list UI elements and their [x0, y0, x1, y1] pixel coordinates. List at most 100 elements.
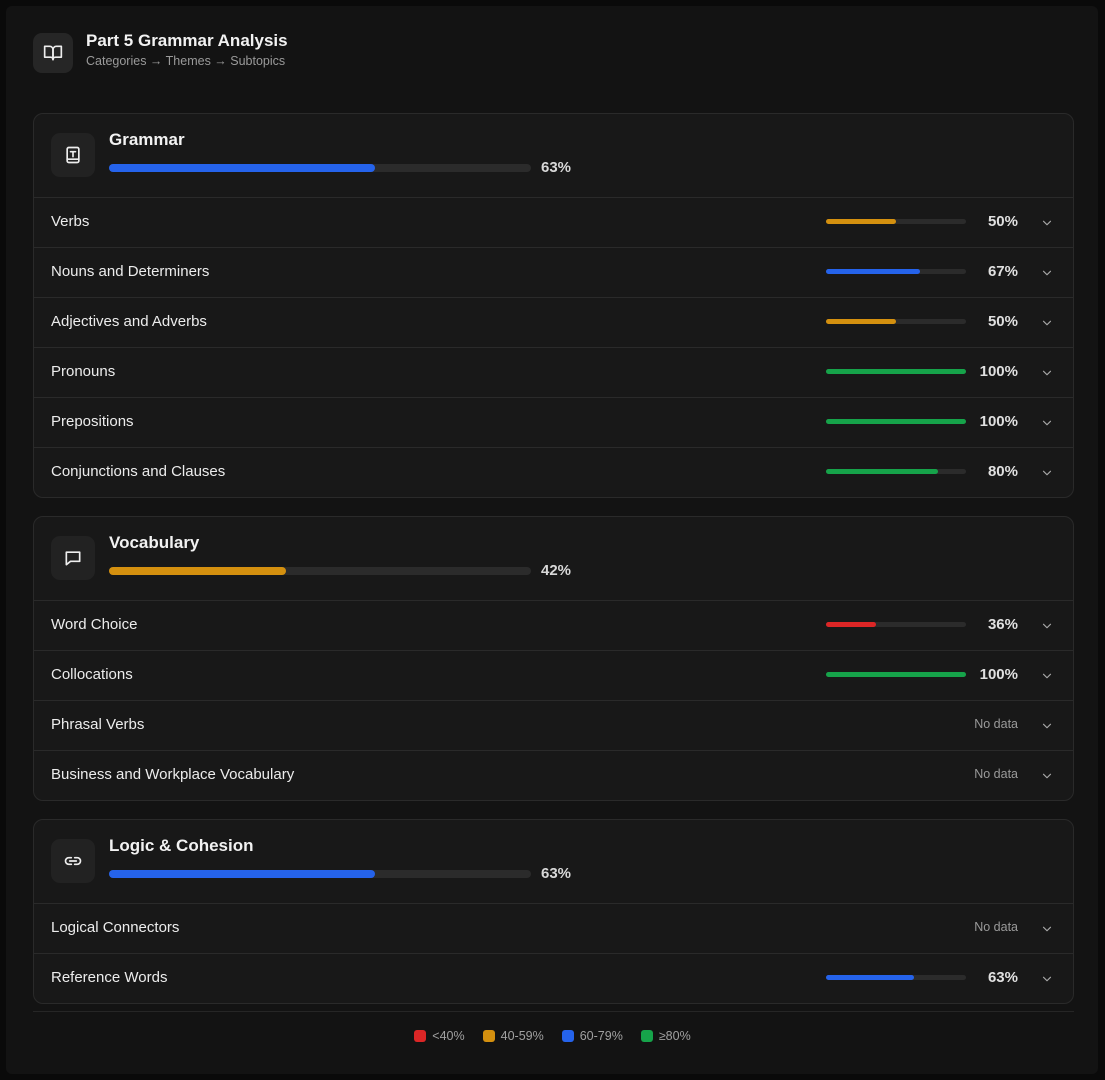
- expand-chevron[interactable]: [1040, 216, 1054, 235]
- expand-chevron[interactable]: [1040, 266, 1054, 285]
- legend-label: ≥80%: [658, 1029, 691, 1043]
- topic-name: Word Choice: [51, 616, 138, 633]
- legend: <40% 40-59% 60-79% ≥80%: [0, 1029, 1105, 1043]
- topic-row[interactable]: Phrasal Verbs No data: [34, 700, 1073, 750]
- topic-row[interactable]: Verbs 50%: [34, 197, 1073, 247]
- progress-track: [826, 269, 966, 274]
- page-subtitle: Categories → Themes → Subtopics: [86, 54, 286, 68]
- expand-chevron[interactable]: [1040, 719, 1054, 738]
- progress-track: [109, 164, 531, 172]
- progress-track: [109, 567, 531, 575]
- legend-label: 60-79%: [579, 1029, 623, 1043]
- progress-track: [826, 219, 966, 224]
- progress-bar: [826, 975, 915, 980]
- expand-chevron[interactable]: [1040, 972, 1054, 991]
- topic-score: 50%: [987, 213, 1018, 230]
- expand-chevron[interactable]: [1040, 619, 1054, 638]
- category-icon: [51, 133, 95, 177]
- legend-label: 40-59%: [500, 1029, 544, 1043]
- category-score: 42%: [541, 562, 572, 579]
- topic-row[interactable]: Nouns and Determiners 67%: [34, 247, 1073, 297]
- topic-row[interactable]: Pronouns 100%: [34, 347, 1073, 397]
- expand-chevron[interactable]: [1040, 669, 1054, 688]
- topic-score: 80%: [987, 463, 1018, 480]
- legend-item: 60-79%: [561, 1029, 623, 1043]
- progress-bar: [826, 319, 896, 324]
- topic-name: Verbs: [51, 213, 90, 230]
- progress-bar: [109, 164, 375, 172]
- progress-bar: [826, 369, 966, 374]
- expand-chevron[interactable]: [1040, 922, 1054, 941]
- topic-score: 100%: [979, 666, 1018, 683]
- expand-chevron[interactable]: [1040, 416, 1054, 435]
- topic-name: Collocations: [51, 666, 133, 683]
- topic-name: Business and Workplace Vocabulary: [51, 766, 295, 783]
- legend-swatch: [482, 1030, 495, 1042]
- legend-item: 40-59%: [482, 1029, 544, 1043]
- expand-chevron[interactable]: [1040, 316, 1054, 335]
- progress-track: [826, 622, 966, 627]
- topic-name: Adjectives and Adverbs: [51, 313, 207, 330]
- category-name: Vocabulary: [109, 533, 200, 552]
- topic-row[interactable]: Logical Connectors No data: [34, 903, 1073, 953]
- progress-track: [826, 975, 966, 980]
- progress-bar: [826, 419, 966, 424]
- expand-chevron[interactable]: [1040, 769, 1054, 788]
- expand-chevron[interactable]: [1040, 366, 1054, 385]
- legend-swatch: [414, 1030, 427, 1042]
- topic-score: 100%: [979, 363, 1018, 380]
- legend-item: ≥80%: [640, 1029, 691, 1043]
- topic-score: 100%: [979, 413, 1018, 430]
- progress-bar: [826, 269, 920, 274]
- progress-bar: [826, 672, 966, 677]
- no-data-label: No data: [974, 920, 1018, 934]
- header-icon: [33, 33, 73, 73]
- topic-name: Conjunctions and Clauses: [51, 463, 226, 480]
- progress-bar: [826, 219, 896, 224]
- legend-item: <40%: [414, 1029, 465, 1043]
- no-data-label: No data: [974, 717, 1018, 731]
- legend-label: <40%: [432, 1029, 465, 1043]
- progress-track: [826, 469, 966, 474]
- topic-row[interactable]: Conjunctions and Clauses 80%: [34, 447, 1073, 497]
- category-card: Logic & Cohesion 63% Logical Connectors No …: [33, 819, 1074, 1004]
- category-card: Grammar 63% Verbs 50% Nouns and Determiners 6…: [33, 113, 1074, 498]
- topic-name: Phrasal Verbs: [51, 716, 145, 733]
- progress-bar: [109, 567, 287, 575]
- progress-track: [826, 672, 966, 677]
- page-title: Part 5 Grammar Analysis: [86, 31, 288, 50]
- topic-score: 67%: [987, 263, 1018, 280]
- category-icon: [51, 536, 95, 580]
- topic-name: Reference Words: [51, 969, 168, 986]
- topic-score: 50%: [987, 313, 1018, 330]
- topic-name: Prepositions: [51, 413, 134, 430]
- expand-chevron[interactable]: [1040, 466, 1054, 485]
- progress-track: [826, 419, 966, 424]
- progress-track: [826, 319, 966, 324]
- category-icon: [51, 839, 95, 883]
- category-header: Grammar 63%: [34, 114, 1073, 197]
- category-score: 63%: [541, 865, 572, 882]
- progress-bar: [826, 469, 938, 474]
- category-header: Logic & Cohesion 63%: [34, 820, 1073, 903]
- topic-row[interactable]: Word Choice 36%: [34, 600, 1073, 650]
- category-score: 63%: [541, 159, 572, 176]
- category-card: Vocabulary 42% Word Choice 36% Collocations 1…: [33, 516, 1074, 801]
- legend-swatch: [640, 1030, 653, 1042]
- topic-row[interactable]: Reference Words 63%: [34, 953, 1073, 1003]
- topic-row[interactable]: Business and Workplace Vocabulary No data: [34, 750, 1073, 800]
- topic-row[interactable]: Adjectives and Adverbs 50%: [34, 297, 1073, 347]
- legend-swatch: [561, 1030, 574, 1042]
- category-name: Grammar: [109, 130, 185, 149]
- divider: [33, 1011, 1074, 1012]
- progress-track: [109, 870, 531, 878]
- topic-name: Nouns and Determiners: [51, 263, 210, 280]
- progress-bar: [826, 622, 877, 627]
- topic-name: Pronouns: [51, 363, 116, 380]
- topic-score: 63%: [987, 969, 1018, 986]
- topic-row[interactable]: Prepositions 100%: [34, 397, 1073, 447]
- category-name: Logic & Cohesion: [109, 836, 254, 855]
- topic-row[interactable]: Collocations 100%: [34, 650, 1073, 700]
- no-data-label: No data: [974, 767, 1018, 781]
